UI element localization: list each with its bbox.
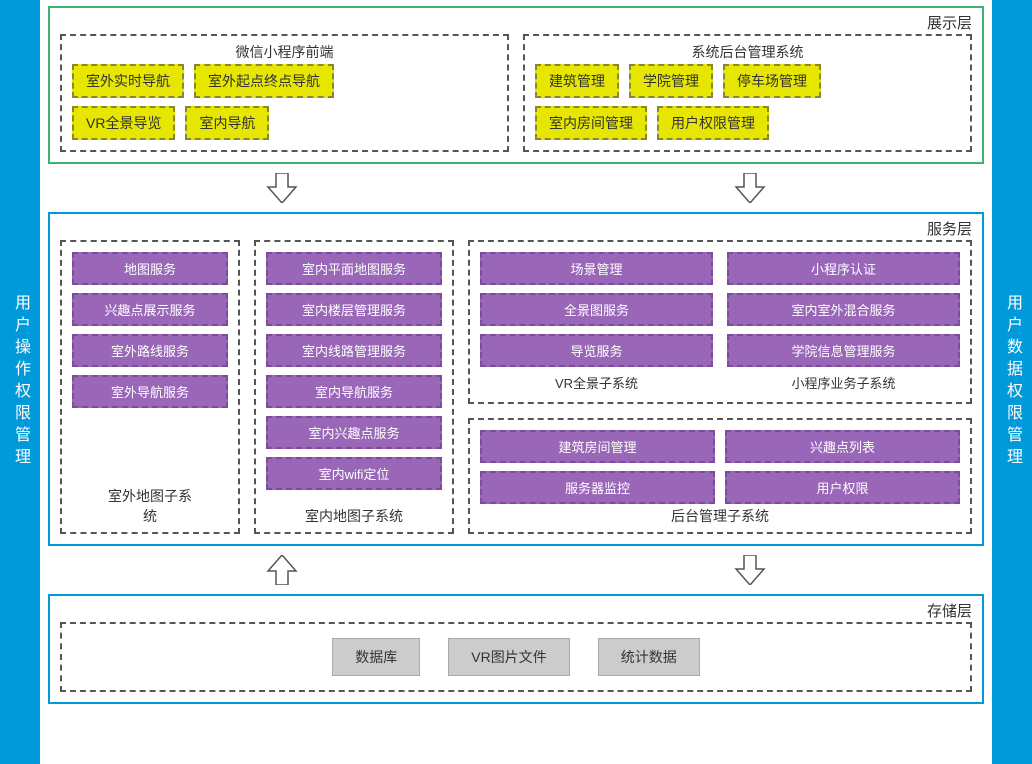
- up-arrow-icon: [264, 555, 300, 585]
- purple-item: 室内导航服务: [266, 375, 442, 408]
- presentation-layer-label: 展示层: [927, 12, 972, 33]
- yellow-item: 建筑管理: [535, 64, 619, 98]
- center-area: 展示层 微信小程序前端 室外实时导航 室外起点终点导航 VR全景导览 室内导航: [40, 0, 992, 764]
- purple-item: 地图服务: [72, 252, 228, 285]
- storage-group: 数据库 VR图片文件 统计数据: [60, 622, 972, 692]
- vr-subsystem: 场景管理 全景图服务 导览服务 VR全景子系统: [480, 252, 713, 392]
- backend-mgmt-subsystem-title: 后台管理子系统: [671, 506, 769, 526]
- yellow-item: 学院管理: [629, 64, 713, 98]
- left-sidebar: 用户操作权限管理: [0, 0, 40, 764]
- purple-item: 兴趣点列表: [725, 430, 960, 463]
- vr-miniprogram-group: 场景管理 全景图服务 导览服务 VR全景子系统 小程序认证 室内室外混合服务: [468, 240, 972, 404]
- purple-item: 学院信息管理服务: [727, 334, 960, 367]
- outdoor-map-title: 室外地图子系统: [106, 486, 194, 526]
- arrows-row-1: [48, 172, 984, 204]
- wechat-frontend-group: 微信小程序前端 室外实时导航 室外起点终点导航 VR全景导览 室内导航: [60, 34, 509, 152]
- purple-item: 兴趣点展示服务: [72, 293, 228, 326]
- backend-mgmt-group: 系统后台管理系统 建筑管理 学院管理 停车场管理 室内房间管理 用户权限管理: [523, 34, 972, 152]
- gray-item: 数据库: [332, 638, 420, 676]
- purple-item: 场景管理: [480, 252, 713, 285]
- service-layer: 服务层 地图服务 兴趣点展示服务 室外路线服务 室外导航服务 室外地图子系统 室…: [48, 212, 984, 546]
- purple-item: 小程序认证: [727, 252, 960, 285]
- yellow-item: VR全景导览: [72, 106, 175, 140]
- down-arrow-icon: [732, 173, 768, 203]
- purple-item: 用户权限: [725, 471, 960, 504]
- yellow-item: 室外实时导航: [72, 64, 184, 98]
- purple-item: 室外路线服务: [72, 334, 228, 367]
- yellow-item: 停车场管理: [723, 64, 821, 98]
- yellow-item: 室外起点终点导航: [194, 64, 334, 98]
- arrows-row-2: [48, 554, 984, 586]
- yellow-item: 室内导航: [185, 106, 269, 140]
- yellow-item: 室内房间管理: [535, 106, 647, 140]
- storage-layer-label: 存储层: [927, 600, 972, 621]
- down-arrow-icon: [732, 555, 768, 585]
- down-arrow-icon: [264, 173, 300, 203]
- gray-item: 统计数据: [598, 638, 700, 676]
- wechat-frontend-title: 微信小程序前端: [236, 42, 334, 62]
- purple-item: 建筑房间管理: [480, 430, 715, 463]
- purple-item: 室内线路管理服务: [266, 334, 442, 367]
- purple-item: 室内楼层管理服务: [266, 293, 442, 326]
- yellow-item: 用户权限管理: [657, 106, 769, 140]
- purple-item: 服务器监控: [480, 471, 715, 504]
- purple-item: 室内平面地图服务: [266, 252, 442, 285]
- purple-item: 导览服务: [480, 334, 713, 367]
- purple-item: 全景图服务: [480, 293, 713, 326]
- purple-item: 室内wifi定位: [266, 457, 442, 490]
- backend-mgmt-title: 系统后台管理系统: [692, 42, 804, 62]
- right-sidebar: 用户数据权限管理: [992, 0, 1032, 764]
- architecture-diagram: 用户操作权限管理 展示层 微信小程序前端 室外实时导航 室外起点终点导航 VR全…: [0, 0, 1032, 764]
- gray-item: VR图片文件: [448, 638, 569, 676]
- miniprogram-subsystem: 小程序认证 室内室外混合服务 学院信息管理服务 小程序业务子系统: [727, 252, 960, 392]
- miniprogram-subsystem-title: 小程序业务子系统: [727, 373, 960, 392]
- indoor-map-group: 室内平面地图服务 室内楼层管理服务 室内线路管理服务 室内导航服务 室内兴趣点服…: [254, 240, 454, 534]
- indoor-map-title: 室内地图子系统: [305, 506, 403, 526]
- service-layer-label: 服务层: [927, 218, 972, 239]
- presentation-layer: 展示层 微信小程序前端 室外实时导航 室外起点终点导航 VR全景导览 室内导航: [48, 6, 984, 164]
- purple-item: 室内室外混合服务: [727, 293, 960, 326]
- purple-item: 室外导航服务: [72, 375, 228, 408]
- storage-layer: 存储层 数据库 VR图片文件 统计数据: [48, 594, 984, 704]
- backend-mgmt-subsystem: 建筑房间管理 兴趣点列表 服务器监控 用户权限 后台管理子系统: [468, 418, 972, 534]
- vr-subsystem-title: VR全景子系统: [480, 373, 713, 392]
- purple-item: 室内兴趣点服务: [266, 416, 442, 449]
- outdoor-map-group: 地图服务 兴趣点展示服务 室外路线服务 室外导航服务 室外地图子系统: [60, 240, 240, 534]
